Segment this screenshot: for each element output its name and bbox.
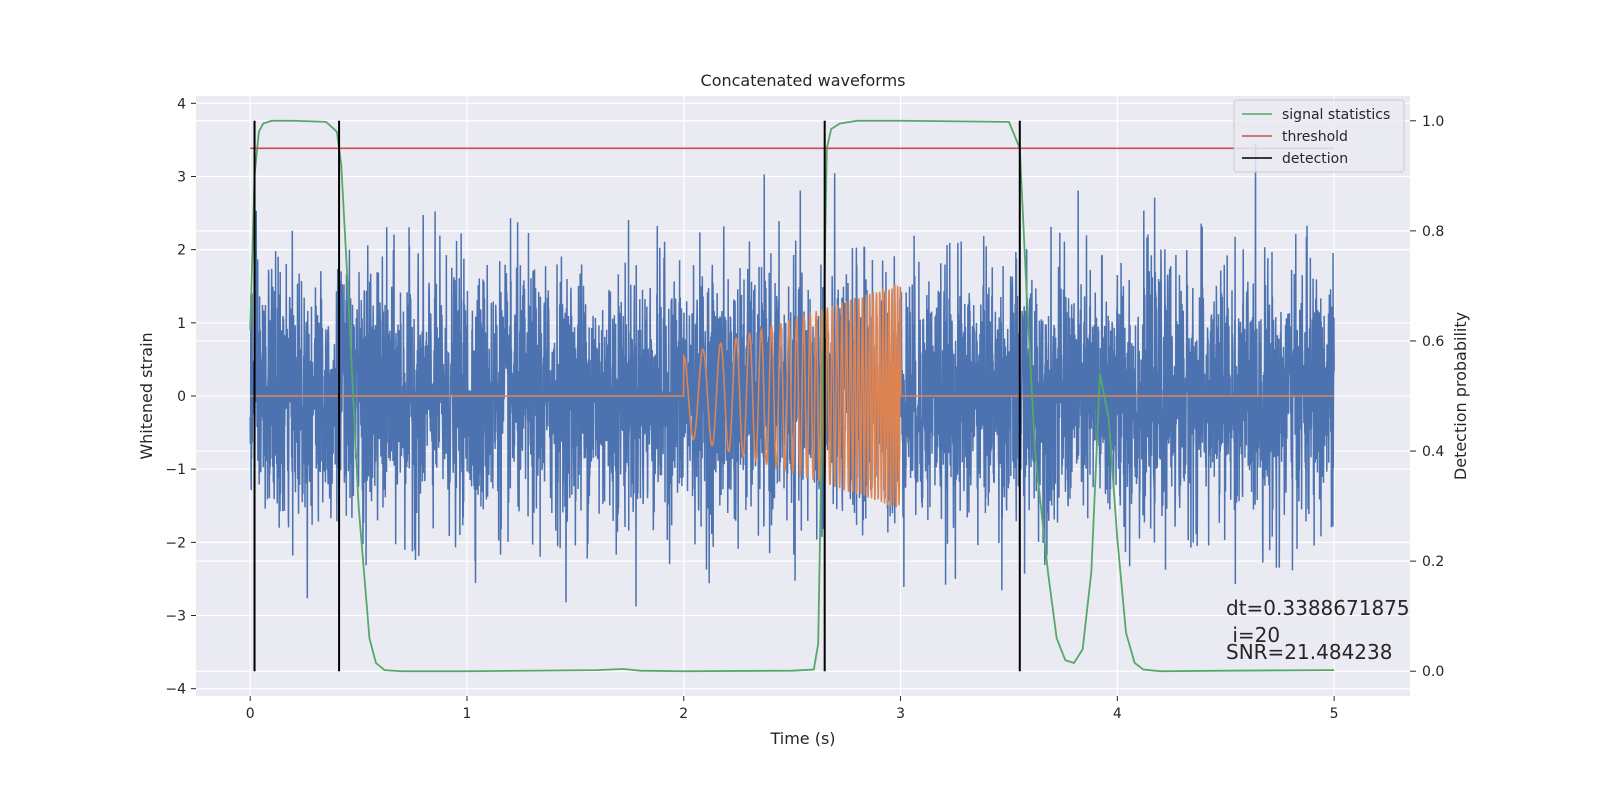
y-tick-label: 1 <box>177 316 186 332</box>
y-tick-label: −4 <box>165 682 186 698</box>
x-tick-label: 1 <box>463 706 472 722</box>
series-chirp-line <box>250 284 1335 508</box>
legend-label-detection: detection <box>1282 151 1348 167</box>
y2-axis-title: Detection probability <box>1451 312 1470 480</box>
y-tick-label: 3 <box>177 169 186 185</box>
y-tick-label: −2 <box>165 535 186 551</box>
y2-tick-label: 0.0 <box>1422 664 1444 680</box>
x-tick-label: 3 <box>896 706 905 722</box>
chart-title: Concatenated waveforms <box>701 71 906 90</box>
series-layer <box>249 119 1335 673</box>
y2-tick-label: 0.4 <box>1422 444 1444 460</box>
y2-tick-label: 1.0 <box>1422 114 1444 130</box>
annotation-index: i=20 <box>1226 623 1280 647</box>
legend-label-signal-statistics: signal statistics <box>1282 107 1390 123</box>
x-tick-label: 4 <box>1113 706 1122 722</box>
x-tick-label: 0 <box>246 706 255 722</box>
y-tick-label: 2 <box>177 243 186 259</box>
series-whitened-strain-line <box>249 143 1335 607</box>
legend: signal statistics threshold detection <box>1233 99 1405 173</box>
annotation-dt: dt=0.3388671875 <box>1226 596 1410 620</box>
x-tick-label: 2 <box>679 706 688 722</box>
y-tick-label: 4 <box>177 96 186 112</box>
y-axis-title: Whitened strain <box>137 332 156 459</box>
y-tick-label: −1 <box>165 462 186 478</box>
legend-box <box>1233 99 1405 173</box>
annotation-snr: SNR=21.484238 <box>1226 640 1392 664</box>
x-axis-title: Time (s) <box>769 729 835 748</box>
legend-label-threshold: threshold <box>1282 129 1348 145</box>
y2-tick-label: 0.8 <box>1422 224 1444 240</box>
y2-tick-label: 0.2 <box>1422 554 1444 570</box>
y2-tick-label: 0.6 <box>1422 334 1444 350</box>
axes-layer: 0 1 2 3 4 5 −4 −3 −2 −1 0 1 2 3 4 0.0 0.2 0.4 0.6 0.8 1.0 <box>165 96 1444 722</box>
x-tick-label: 5 <box>1330 706 1339 722</box>
y-tick-label: −3 <box>165 609 186 625</box>
y-tick-label: 0 <box>177 389 186 405</box>
